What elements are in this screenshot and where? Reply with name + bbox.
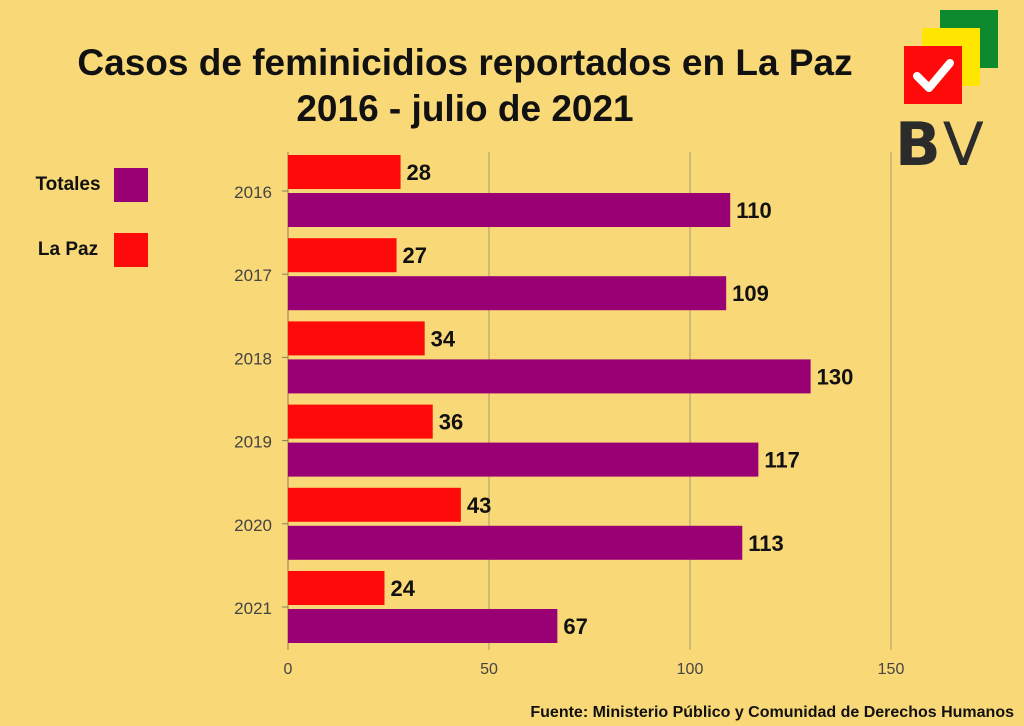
bar-la-paz-2021	[288, 571, 385, 605]
logo-letter-b: B	[895, 110, 943, 180]
data-label-totales-2019: 117	[764, 448, 800, 473]
legend-label-la-paz: La Paz	[37, 239, 99, 260]
bar-la-paz-2017	[288, 238, 397, 273]
data-label-la-paz-2019: 36	[439, 410, 463, 435]
bar-la-paz-2020	[288, 487, 461, 522]
data-label-totales-2017: 109	[732, 281, 769, 306]
data-label-totales-2016: 110	[736, 198, 772, 223]
legend-swatch-la-paz	[114, 233, 148, 267]
data-label-la-paz-2021: 24	[390, 576, 415, 601]
chart-title-line-1: Casos de feminicidios reportados en La P…	[77, 42, 853, 83]
legend-item-la-paz: La Paz	[22, 233, 148, 267]
bar-totales-2017	[288, 276, 727, 311]
category-label-2020: 2020	[234, 516, 272, 535]
bar-totales-2019	[288, 442, 759, 477]
logo-letter-v: V	[942, 110, 986, 180]
x-tick-label-100: 100	[677, 661, 704, 678]
chart-title: Casos de feminicidios reportados en La P…	[40, 40, 890, 132]
data-label-la-paz-2016: 28	[407, 160, 431, 185]
legend-item-totales: Totales	[22, 168, 148, 202]
category-label-2016: 2016	[234, 183, 272, 202]
category-label-2017: 2017	[234, 266, 272, 285]
logo-wordmark: BV	[895, 110, 986, 180]
bar-la-paz-2019	[288, 404, 433, 439]
chart-title-line-2: 2016 - julio de 2021	[296, 88, 634, 129]
x-tick-label-50: 50	[480, 661, 498, 678]
bar-totales-2018	[288, 359, 811, 394]
bar-la-paz-2016	[288, 155, 401, 189]
bolivia-verifica-logo: BV	[895, 8, 1005, 188]
legend-swatch-totales	[114, 168, 148, 202]
category-label-2019: 2019	[234, 433, 272, 452]
data-label-la-paz-2018: 34	[431, 326, 456, 351]
x-tick-label-150: 150	[878, 661, 905, 678]
data-label-la-paz-2020: 43	[467, 493, 491, 518]
data-label-la-paz-2017: 27	[403, 243, 427, 268]
bar-totales-2021	[288, 609, 558, 643]
checkmark-icon	[913, 59, 954, 92]
legend-label-totales: Totales	[35, 174, 101, 195]
category-label-2021: 2021	[234, 599, 272, 618]
data-label-totales-2021: 67	[563, 614, 587, 639]
data-label-totales-2020: 113	[748, 531, 784, 556]
category-label-2018: 2018	[234, 349, 272, 368]
bar-totales-2020	[288, 525, 743, 560]
bar-totales-2016	[288, 193, 731, 227]
source-note: Fuente: Ministerio Público y Comunidad d…	[530, 704, 1014, 721]
bar-la-paz-2018	[288, 321, 425, 356]
data-label-totales-2018: 130	[817, 364, 854, 389]
x-tick-label-0: 0	[284, 661, 293, 678]
logo-red-square	[904, 46, 962, 104]
